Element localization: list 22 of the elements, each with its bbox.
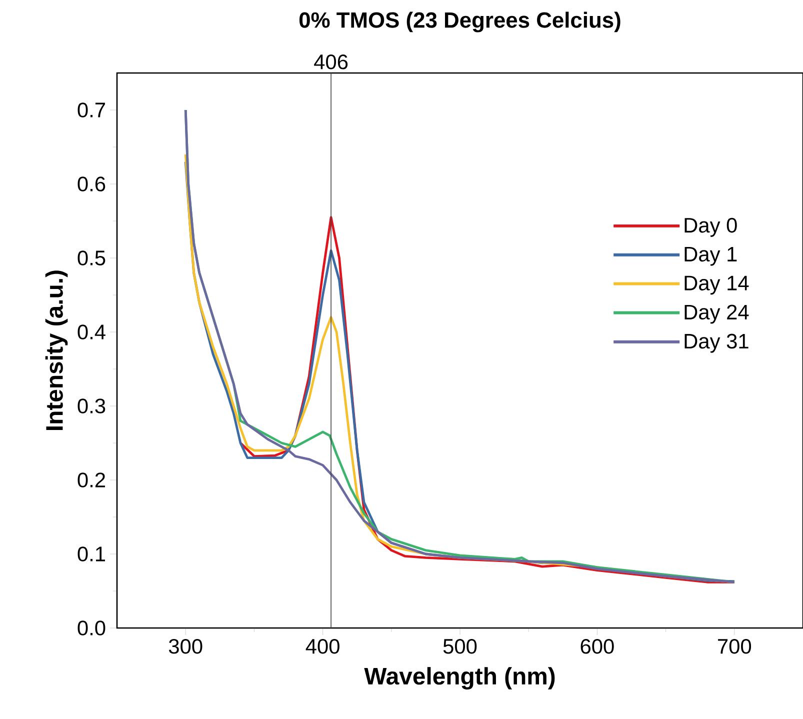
x-tick-label: 400 <box>306 638 340 654</box>
legend-label: Day 14 <box>684 276 749 295</box>
y-tick-label: 0.1 <box>78 546 106 562</box>
y-tick-label: 0.0 <box>78 620 106 636</box>
x-tick-label: 300 <box>168 638 202 654</box>
legend-label: Day 24 <box>684 304 749 324</box>
y-tick-label: 0.2 <box>78 472 105 488</box>
x-tick-label: 600 <box>580 638 614 654</box>
legend-label: Day 31 <box>684 334 748 353</box>
ref-line-label: 406 <box>314 54 348 70</box>
y-tick-label: 0.7 <box>78 102 105 118</box>
x-axis-title: Wavelength (nm) <box>364 667 555 690</box>
legend-label: Day 0 <box>684 218 737 237</box>
x-tick-label: 500 <box>443 638 477 654</box>
y-tick-label: 0.4 <box>78 324 106 340</box>
y-tick-label: 0.3 <box>78 398 106 414</box>
y-axis-title: Intensity (a.u.) <box>45 270 68 430</box>
x-tick-label: 700 <box>718 638 752 654</box>
y-tick-label: 0.6 <box>78 176 106 192</box>
legend-label: Day 1 <box>684 246 737 266</box>
y-tick-label: 0.5 <box>78 250 106 266</box>
chart-title: 0% TMOS (23 Degrees Celcius) <box>299 12 620 32</box>
